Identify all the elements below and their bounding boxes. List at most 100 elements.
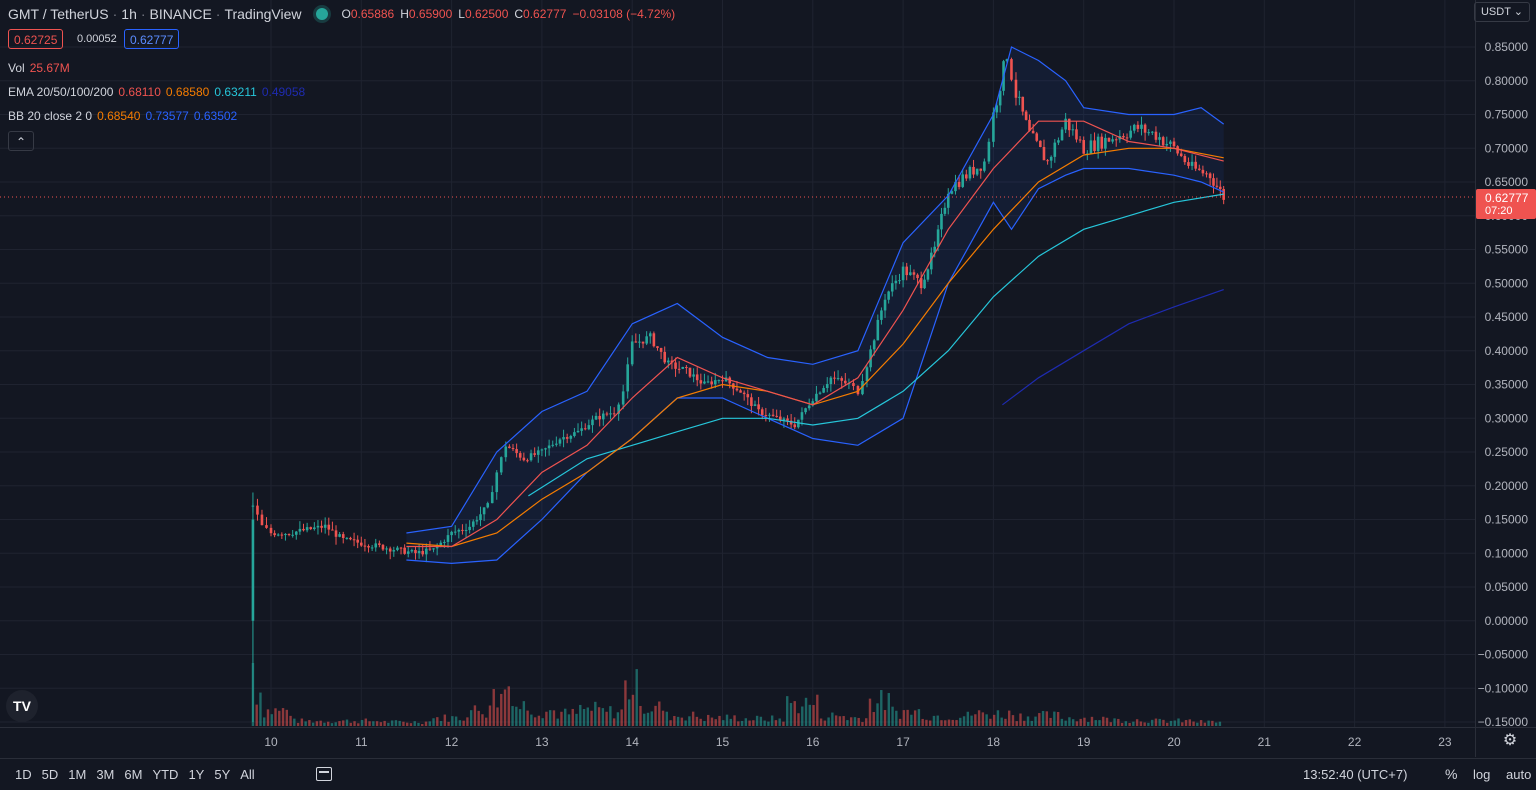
volume-bar	[944, 720, 947, 726]
symbol-title[interactable]: GMT / TetherUS	[8, 6, 109, 22]
volume-bar	[503, 689, 507, 726]
candle-body	[717, 380, 721, 382]
volume-bar	[500, 693, 503, 726]
candle-body	[1096, 136, 1100, 152]
candle-body	[923, 279, 926, 289]
volume-bar	[1173, 720, 1176, 726]
ema-legend[interactable]: EMA 20/50/100/200 0.68110 0.68580 0.63211 0.…	[8, 85, 310, 99]
bb-legend[interactable]: BB 20 close 2 0 0.68540 0.73577 0.63502	[8, 109, 242, 123]
y-tick-label: −0.15000	[1478, 715, 1529, 729]
sell-price-button[interactable]: 0.62725	[8, 29, 64, 49]
volume-bar	[880, 690, 883, 726]
volume-bar	[740, 720, 744, 726]
volume-bar	[691, 711, 695, 726]
x-tick-label: 11	[355, 735, 368, 749]
candle-body	[936, 229, 940, 247]
volume-bar	[387, 722, 390, 726]
candle-body	[1205, 173, 1208, 175]
ema200-value: 0.49058	[261, 85, 306, 99]
volume-bar	[289, 715, 292, 726]
percent-toggle[interactable]: %	[1445, 766, 1458, 782]
volume-bar	[951, 719, 954, 726]
calendar-icon[interactable]	[316, 767, 332, 781]
range-button-6m[interactable]: 6M	[124, 767, 143, 782]
candle-body	[998, 90, 1002, 106]
volume-bar	[338, 721, 341, 726]
bb-upper-line	[406, 46, 1225, 534]
range-button-1d[interactable]: 1D	[15, 767, 32, 782]
volume-bar	[748, 720, 751, 726]
x-tick-label: 14	[626, 735, 640, 749]
volume-bar	[639, 705, 642, 726]
candle-body	[742, 392, 746, 395]
candle-body	[256, 505, 259, 515]
volume-bar	[1102, 716, 1105, 726]
volume-legend[interactable]: Vol 25.67M	[8, 61, 75, 75]
range-button-1m[interactable]: 1M	[68, 767, 87, 782]
volume-bar	[744, 718, 748, 726]
range-button-1y[interactable]: 1Y	[188, 767, 205, 782]
clock-label[interactable]: 13:52:40 (UTC+7)	[1303, 767, 1408, 782]
candle-body	[526, 460, 529, 462]
candle-body	[695, 374, 699, 381]
spread-value: 0.00052	[77, 33, 117, 45]
candle-body	[815, 393, 818, 402]
currency-button[interactable]: USDT ⌄	[1473, 2, 1530, 22]
collapse-legend-button[interactable]: ⌃	[8, 131, 34, 151]
candle-body	[836, 378, 840, 380]
volume-bar	[1064, 720, 1067, 726]
auto-toggle[interactable]: auto	[1506, 767, 1532, 782]
volume-bar	[658, 701, 661, 726]
candle-body	[378, 543, 381, 545]
volume-bar	[665, 711, 669, 726]
candle-body	[309, 527, 313, 530]
volume-bar	[481, 714, 484, 726]
candle-body	[573, 432, 576, 436]
tradingview-logo-icon[interactable]: TV	[6, 690, 38, 722]
volume-bar	[383, 720, 386, 726]
candle-body	[778, 416, 782, 421]
candle-body	[345, 537, 349, 539]
range-button-5y[interactable]: 5Y	[214, 767, 231, 782]
candle-body	[856, 386, 860, 395]
range-button-5d[interactable]: 5D	[41, 767, 59, 782]
volume-bar	[1079, 718, 1082, 726]
log-toggle[interactable]: log	[1473, 767, 1491, 782]
volume-bar	[311, 722, 315, 726]
volume-bar	[703, 721, 706, 726]
volume-bar	[669, 720, 672, 726]
buy-price-button[interactable]: 0.62777	[124, 29, 180, 49]
candle-body	[475, 520, 479, 522]
candle-body	[558, 439, 562, 444]
volume-bar	[921, 718, 924, 726]
volume-bar	[838, 716, 842, 726]
x-tick-label: 10	[264, 735, 278, 749]
candle-body	[294, 531, 298, 535]
candle-body	[1151, 131, 1154, 133]
candle-body	[291, 534, 294, 536]
candle-body	[768, 414, 771, 416]
candle-body	[1104, 137, 1107, 149]
candle-body	[645, 336, 648, 344]
candle-body	[829, 377, 833, 385]
candle-body	[916, 274, 919, 279]
candle-body	[840, 378, 843, 381]
candle-body	[638, 341, 641, 343]
volume-bar	[1030, 720, 1033, 726]
candle-body	[479, 514, 482, 521]
volume-bar	[910, 714, 913, 726]
volume-bar	[620, 709, 623, 726]
range-button-3m[interactable]: 3M	[96, 767, 115, 782]
range-button-ytd[interactable]: YTD	[152, 767, 179, 782]
candle-body	[753, 404, 757, 406]
settings-gear-icon[interactable]: ⚙	[1502, 732, 1518, 749]
interval-label[interactable]: 1h	[121, 6, 137, 22]
volume-bar	[1199, 720, 1203, 726]
candle-body	[486, 503, 490, 508]
volume-bar	[270, 714, 273, 726]
volume-bar	[548, 710, 552, 726]
range-button-all[interactable]: All	[240, 767, 255, 782]
volume-bar	[872, 712, 875, 726]
volume-bar	[1188, 719, 1192, 726]
